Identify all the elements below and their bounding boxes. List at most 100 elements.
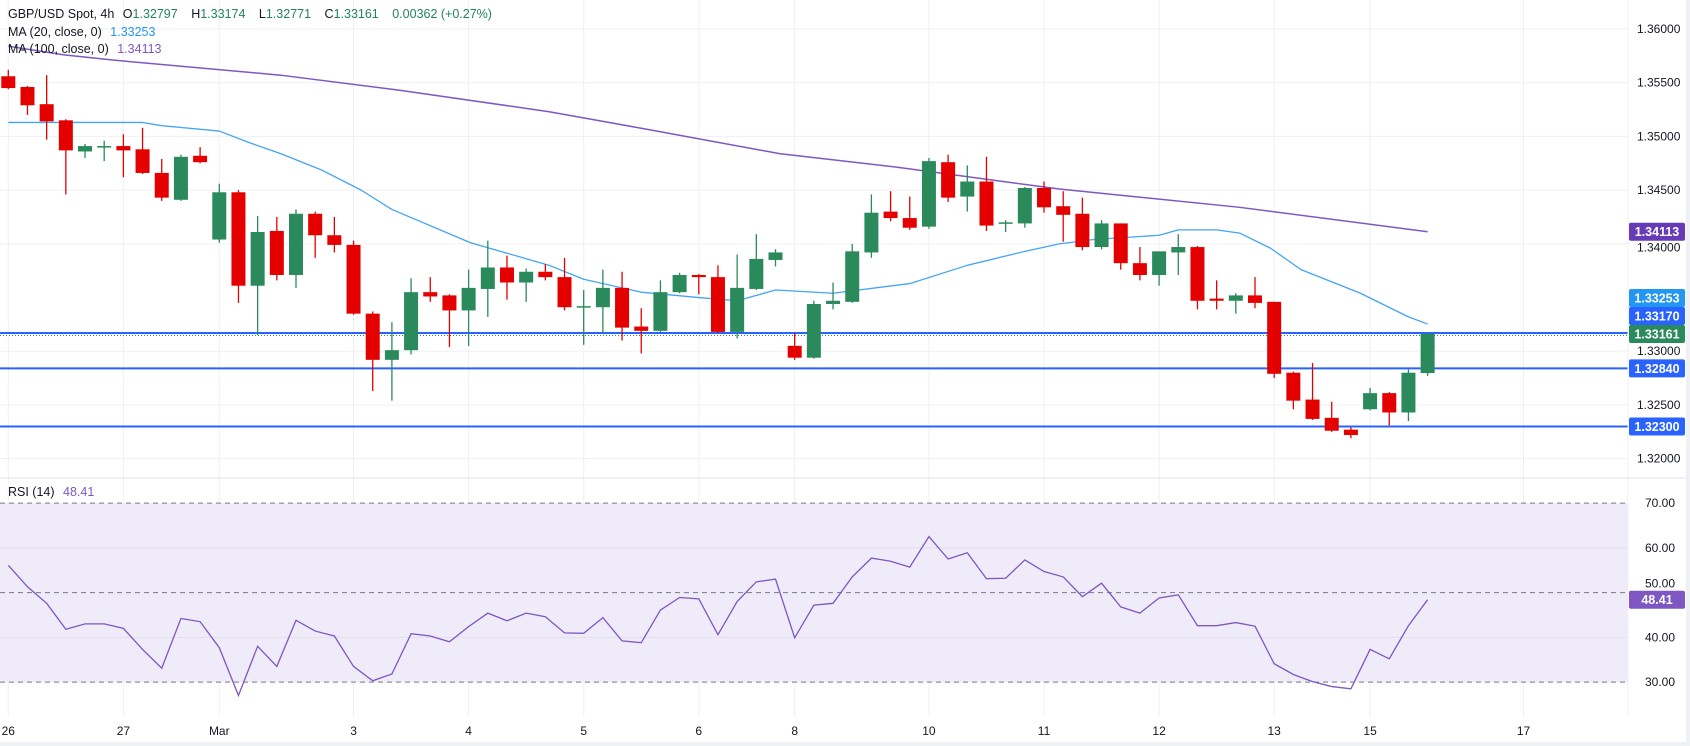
candle-body-down (423, 292, 438, 297)
candle-body-down (346, 244, 361, 314)
symbol-legend: GBP/USD Spot, 4h O1.32797 H1.33174 L1.32… (8, 7, 497, 21)
rsi-tick-label: 50.00 (1645, 577, 1675, 591)
x-tick-label: 5 (580, 724, 587, 738)
candle-body-up (672, 274, 687, 293)
ma100-legend[interactable]: MA (100, close, 0) 1.34113 (8, 42, 167, 56)
x-tick-label: 13 (1268, 724, 1282, 738)
candle-body-up (250, 232, 265, 286)
candle-body-up (1420, 333, 1435, 374)
candle-body-up (480, 267, 495, 289)
price-tags: 48.41 1.32300 1.32840 1.33161 1.33170 1.33253… (1629, 222, 1685, 609)
x-tick-label: 15 (1363, 724, 1377, 738)
candle-body-down (1037, 187, 1052, 208)
price-tag-label: 1.34113 (1635, 225, 1680, 239)
candle-body-down (1267, 301, 1282, 374)
rsi-tick-label: 30.00 (1645, 675, 1675, 689)
x-tick-label: 17 (1517, 724, 1531, 738)
candle-body-down (691, 274, 706, 278)
open-value: 1.32797 (132, 7, 178, 21)
symbol-title[interactable]: GBP/USD Spot, 4h (8, 7, 115, 21)
ma100-label: MA (100, close, 0) (8, 42, 109, 56)
candle-body-up (845, 251, 860, 302)
x-tick-label: 12 (1152, 724, 1166, 738)
price-tag (1629, 417, 1685, 436)
candle-body-up (97, 146, 112, 148)
price-tick-label: 1.32000 (1637, 452, 1681, 466)
candle-body-down (1343, 429, 1358, 436)
close-label: C (324, 7, 334, 21)
candle-body-up (173, 156, 188, 200)
candle-body-down (941, 162, 956, 198)
bottom-border (0, 742, 1690, 746)
rsi-value: 48.41 (63, 485, 95, 499)
candle-body-down (1382, 393, 1397, 413)
candle-body-down (902, 218, 917, 228)
rsi-label: RSI (14) (8, 485, 55, 499)
candle-body-down (1075, 213, 1090, 248)
price-tick-label: 1.35000 (1637, 129, 1681, 143)
x-tick-label: 3 (350, 724, 357, 738)
candle-body-down (39, 104, 54, 122)
rsi-legend[interactable]: RSI (14) 48.41 (8, 485, 99, 499)
rsi-tick-label: 60.00 (1645, 541, 1675, 555)
candle-body-down (1209, 298, 1224, 301)
candle-body-up (1094, 223, 1109, 248)
candle-body-up (1152, 251, 1167, 275)
candle-body-down (557, 277, 572, 308)
candle-body-down (154, 172, 169, 198)
high-label: H (191, 7, 201, 21)
candle-body-down (135, 149, 150, 173)
x-tick-label: 26 (2, 724, 16, 738)
ohlc-low: L1.32771 (259, 7, 316, 21)
price-tag-label: 1.32300 (1634, 420, 1679, 434)
candle-body-down (116, 146, 131, 151)
candle-body-up (404, 292, 419, 351)
candle-body-down (327, 235, 342, 245)
candle-body-up (576, 306, 591, 308)
candle-body-up (1363, 393, 1378, 410)
candle-body-down (710, 277, 725, 332)
ma100-line (8, 45, 1428, 233)
candle-body-up (384, 350, 399, 360)
candle-body-down (1324, 417, 1339, 431)
price-tag (1629, 324, 1685, 343)
rsi-line (7, 535, 1429, 698)
candle-body-down (1056, 206, 1071, 215)
candle-body-up (730, 287, 745, 332)
price-tick-label: 1.34500 (1637, 183, 1681, 197)
price-tag (1629, 306, 1685, 325)
ma100-value: 1.34113 (117, 42, 162, 56)
ma20-legend[interactable]: MA (20, close, 0) 1.33253 (8, 25, 160, 39)
ohlc-close: C1.33161 (325, 7, 384, 21)
candle-body-down (442, 295, 457, 311)
candle-body-down (58, 120, 73, 151)
price-tag (1629, 222, 1685, 241)
right-border (1686, 0, 1690, 746)
x-tick-label: 27 (117, 724, 131, 738)
ohlc-high: H1.33174 (191, 7, 250, 21)
x-tick-label: 6 (695, 724, 702, 738)
candle-body-up (826, 300, 841, 304)
open-label: O (122, 7, 133, 21)
price-tick-label: 1.36000 (1637, 22, 1681, 36)
rsi-tick-label: 40.00 (1645, 630, 1675, 644)
candle-body-up (78, 146, 93, 152)
price-tick-label: 1.32500 (1637, 398, 1681, 412)
candle-body-down (365, 313, 380, 360)
candle-body-down (787, 345, 802, 358)
x-tick-label: Mar (209, 724, 230, 738)
candle-body-down (499, 267, 514, 283)
rsi-pane (0, 502, 1628, 698)
price-tag-label: 1.33161 (1634, 327, 1679, 341)
candle-body-up (461, 287, 476, 311)
candle-body-down (1113, 223, 1128, 264)
candle-body-up (1228, 295, 1243, 301)
candle-body-down (883, 211, 898, 219)
candle-body-down (193, 155, 208, 163)
low-value: 1.32771 (265, 7, 312, 21)
price-tag-label: 1.33170 (1634, 309, 1679, 323)
candles (1, 69, 1435, 439)
price-tick-label: 1.33000 (1637, 344, 1681, 358)
candle-body-up (806, 303, 821, 358)
